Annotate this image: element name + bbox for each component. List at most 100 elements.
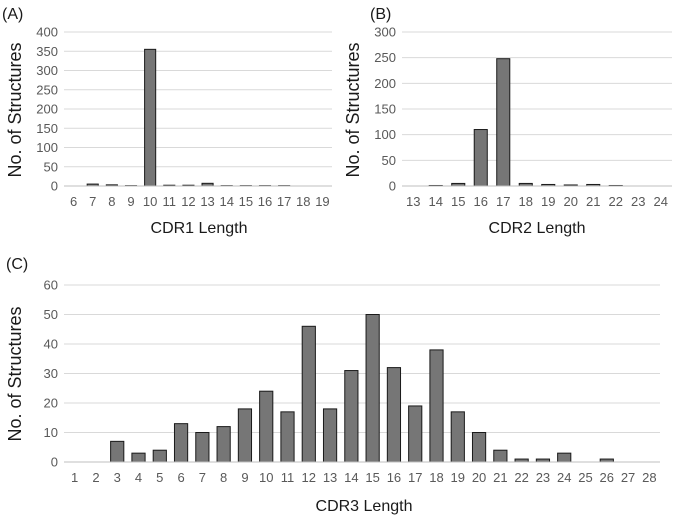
- x-tick-label-c: 23: [536, 470, 550, 485]
- x-tick-label-c: 18: [429, 470, 443, 485]
- y-tick-label-a: 300: [36, 63, 58, 78]
- y-tick-label-b: 200: [374, 76, 396, 91]
- y-tick-label-b: 250: [374, 50, 396, 65]
- x-tick-label-a: 10: [143, 194, 157, 209]
- bar-c-14: [344, 370, 359, 463]
- x-tick-label-c: 19: [451, 470, 465, 485]
- x-tick-label-b: 15: [451, 194, 465, 209]
- x-tick-label-a: 9: [127, 194, 134, 209]
- panel-label-b: (B): [370, 6, 391, 23]
- y-tick-label-a: 150: [36, 121, 58, 136]
- y-tick-label-c: 20: [44, 396, 58, 411]
- x-tick-label-b: 22: [609, 194, 623, 209]
- bar-c-11: [280, 411, 295, 463]
- y-tick-label-a: 400: [36, 25, 58, 40]
- x-tick-label-c: 10: [259, 470, 273, 485]
- x-tick-label-c: 13: [323, 470, 337, 485]
- y-axis-label-c: No. of Structures: [5, 306, 25, 441]
- x-axis-label-c: CDR3 Length: [316, 498, 413, 515]
- bar-a-10: [144, 48, 157, 187]
- y-tick-label-b: 100: [374, 127, 396, 142]
- bar-c-16: [386, 367, 402, 463]
- y-tick-label-c: 30: [44, 366, 58, 381]
- x-tick-label-c: 1: [71, 470, 78, 485]
- x-tick-label-a: 6: [70, 194, 77, 209]
- y-tick-label-b: 50: [382, 153, 396, 168]
- x-tick-label-b: 20: [564, 194, 578, 209]
- bar-c-17: [408, 405, 423, 463]
- x-tick-label-b: 21: [586, 194, 600, 209]
- x-tick-label-a: 16: [258, 194, 272, 209]
- chart-panel-a: (A) No. of Structures CDR1 Length 0 50 100…: [2, 6, 332, 237]
- bar-c-20: [471, 432, 487, 463]
- x-tick-label-a: 14: [219, 194, 233, 209]
- x-tick-label-c: 21: [493, 470, 507, 485]
- bar-c-7: [195, 432, 210, 463]
- x-tick-label-a: 8: [108, 194, 115, 209]
- x-tick-label-a: 7: [89, 194, 96, 209]
- x-tick-label-b: 14: [429, 194, 443, 209]
- bar-c-9: [237, 408, 253, 463]
- x-tick-label-b: 17: [496, 194, 510, 209]
- y-tick-label-a: 50: [44, 159, 58, 174]
- bar-c-8: [216, 426, 231, 463]
- y-tick-label-b: 0: [389, 179, 396, 194]
- x-tick-label-c: 26: [600, 470, 614, 485]
- x-tick-label-c: 22: [514, 470, 528, 485]
- y-axis-label-a: No. of Structures: [5, 42, 25, 177]
- x-tick-label-a: 12: [181, 194, 195, 209]
- x-tick-label-b: 19: [541, 194, 555, 209]
- x-tick-label-c: 28: [642, 470, 656, 485]
- bar-b-16: [473, 129, 488, 187]
- y-tick-label-a: 200: [36, 102, 58, 117]
- bar-c-18: [429, 349, 444, 463]
- bar-c-5: [152, 449, 167, 463]
- bar-c-24: [557, 452, 572, 463]
- x-tick-label-c: 16: [387, 470, 401, 485]
- bar-c-6: [173, 423, 189, 463]
- x-tick-label-a: 11: [163, 194, 177, 209]
- y-tick-label-c: 50: [44, 307, 58, 322]
- x-tick-label-c: 17: [408, 470, 422, 485]
- x-tick-label-c: 25: [578, 470, 592, 485]
- x-tick-label-b: 16: [474, 194, 488, 209]
- x-tick-label-b: 23: [631, 194, 645, 209]
- x-tick-label-a: 15: [239, 194, 253, 209]
- x-tick-label-c: 3: [114, 470, 121, 485]
- x-tick-label-c: 15: [365, 470, 379, 485]
- bar-b-17: [496, 58, 511, 187]
- chart-panel-b: (B) No. of Structures CDR2 Length 0 50 100…: [343, 6, 672, 237]
- bar-c-3: [110, 440, 125, 463]
- y-tick-label-c: 40: [44, 337, 58, 352]
- panel-label-a: (A): [2, 6, 23, 23]
- x-tick-label-c: 11: [281, 470, 295, 485]
- x-tick-label-a: 18: [296, 194, 310, 209]
- x-tick-label-c: 2: [92, 470, 99, 485]
- x-tick-label-c: 8: [220, 470, 227, 485]
- y-axis-label-b: No. of Structures: [343, 42, 363, 177]
- x-tick-label-a: 19: [315, 194, 329, 209]
- y-tick-label-a: 100: [36, 140, 58, 155]
- x-tick-label-c: 27: [621, 470, 635, 485]
- x-axis-label-b: CDR2 Length: [489, 220, 586, 237]
- x-tick-label-c: 24: [557, 470, 571, 485]
- y-tick-label-b: 300: [374, 25, 396, 40]
- y-tick-label-a: 250: [36, 82, 58, 97]
- bar-c-21: [493, 449, 508, 463]
- x-tick-label-a: 13: [200, 194, 214, 209]
- panel-label-c: (C): [6, 256, 28, 273]
- y-tick-label-a: 0: [51, 179, 58, 194]
- bar-c-13: [322, 408, 338, 463]
- y-tick-label-c: 10: [44, 425, 58, 440]
- x-tick-label-b: 24: [654, 194, 668, 209]
- bar-c-4: [131, 452, 146, 463]
- x-tick-label-c: 7: [199, 470, 206, 485]
- x-tick-label-c: 20: [472, 470, 486, 485]
- x-tick-label-c: 12: [302, 470, 316, 485]
- y-tick-label-b: 150: [374, 102, 396, 117]
- x-tick-label-c: 14: [344, 470, 358, 485]
- y-tick-label-c: 60: [44, 278, 58, 293]
- y-tick-label-c: 0: [51, 455, 58, 470]
- x-tick-label-c: 9: [241, 470, 248, 485]
